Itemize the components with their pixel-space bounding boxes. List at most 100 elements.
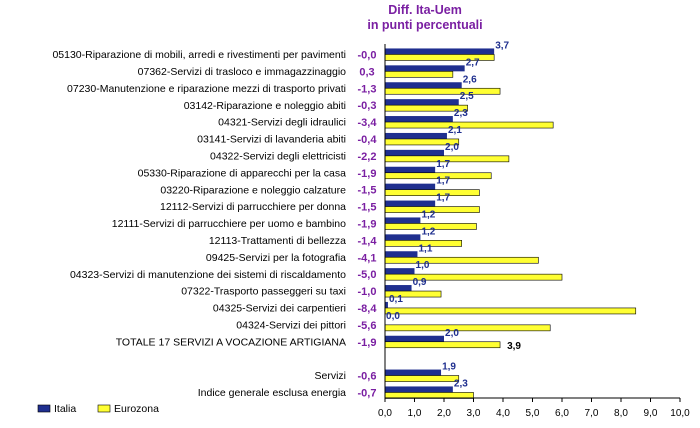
legend: Italia Eurozona: [37, 403, 159, 415]
diff-label: -1,9: [358, 337, 377, 349]
bar-eurozona: [384, 324, 551, 332]
category-label: 03220-Riparazione e noleggio calzature: [160, 184, 346, 196]
value-label-italia: 1,0: [416, 260, 430, 271]
diff-label: -2,2: [358, 151, 377, 163]
x-tick-label: 0,0: [378, 408, 392, 419]
legend-swatch-eurozona: [97, 404, 111, 413]
bar-italia: [385, 251, 418, 258]
category-label: 05330-Riparazione di apparecchi per la c…: [138, 167, 347, 179]
diff-label: -1,3: [358, 83, 377, 95]
category-label: 04323-Servizi di manutenzione dei sistem…: [70, 269, 346, 281]
bar-italia: [385, 99, 459, 106]
value-label-italia: 2,6: [463, 74, 477, 85]
bar-eurozona: [384, 307, 637, 315]
bar-italia: [385, 285, 412, 292]
value-label-italia: 0,1: [389, 294, 403, 305]
x-tick-label: 7,0: [585, 408, 599, 419]
diff-label: -4,1: [358, 252, 377, 264]
category-label: 03141-Servizi di lavanderia abiti: [197, 134, 346, 146]
bar-eurozona: [384, 189, 480, 196]
bar-italia: [385, 234, 421, 241]
bar-italia: [385, 369, 442, 376]
bar-italia: [385, 301, 388, 308]
bar-eurozona: [384, 121, 554, 129]
bar-eurozona: [384, 87, 501, 95]
bar-eurozona: [384, 375, 460, 382]
bar-italia: [385, 65, 465, 72]
value-label-italia: 3,7: [495, 40, 509, 51]
diff-label: -8,4: [358, 303, 378, 315]
bar-eurozona: [384, 341, 501, 349]
bar-italia: [385, 166, 436, 173]
category-label: TOTALE 17 SERVIZI A VOCAZIONE ARTIGIANA: [116, 336, 346, 348]
bar-eurozona: [384, 71, 454, 78]
category-label: 04325-Servizi dei carpentieri: [213, 303, 346, 315]
bar-eurozona: [384, 273, 563, 281]
x-tick-label: 10,0: [670, 408, 690, 419]
diff-label: -0,4: [358, 134, 378, 146]
value-label-eurozona: 3,9: [507, 341, 521, 352]
diff-label: -0,3: [358, 100, 377, 112]
diff-label: -1,0: [358, 286, 377, 298]
bar-italia: [385, 217, 421, 224]
value-labels-group: 3,72,72,62,52,32,12,01,71,71,71,21,21,11…: [386, 40, 521, 389]
x-tick-label: 4,0: [496, 408, 510, 419]
diff-label: -1,5: [358, 185, 377, 197]
bar-italia: [385, 149, 444, 156]
category-label: 04324-Servizi dei pittori: [236, 319, 346, 331]
value-label-italia: 2,7: [466, 57, 480, 68]
bar-italia: [385, 82, 462, 89]
diff-label: -0,7: [358, 387, 377, 399]
value-label-italia: 1,7: [436, 176, 450, 187]
bar-italia: [385, 386, 453, 393]
category-label: 05130-Riparazione di mobili, arredi e ri…: [52, 49, 346, 61]
x-tick-label: 6,0: [555, 408, 569, 419]
category-label: 07322-Trasporto passeggeri su taxi: [181, 286, 346, 298]
legend-swatch-italia: [37, 404, 51, 413]
diff-label: -0,0: [358, 49, 377, 61]
value-label-italia: 2,0: [445, 142, 459, 153]
value-label-italia: 2,3: [454, 378, 468, 389]
bar-italia: [385, 335, 444, 342]
category-label: 04321-Servizi degli idraulici: [218, 117, 346, 129]
diff-label: 0,3: [359, 66, 374, 78]
diff-labels-group: -0,0 0,3 -1,3 -0,3 -3,4 -0,4 -2,2 -1,9 -1,5 -1,5 -…: [358, 49, 378, 399]
value-label-italia: 1,2: [421, 209, 435, 220]
diff-label: -1,9: [358, 218, 377, 230]
category-label: 04322-Servizi degli elettricisti: [210, 150, 346, 162]
value-label-italia: 1,1: [418, 243, 432, 254]
value-label-italia: 2,3: [454, 108, 468, 119]
chart-title-line-1: Diff. Ita-Uem: [388, 3, 462, 17]
value-label-italia: 0,0: [386, 311, 400, 322]
category-label: 07230-Manutenzione e riparazione mezzi d…: [67, 83, 346, 95]
category-label: 12113-Trattamenti di bellezza: [209, 235, 346, 247]
bar-italia: [385, 132, 447, 139]
diff-label: -1,4: [358, 235, 378, 247]
bar-italia: [385, 48, 495, 55]
category-label: 12111-Servizi di parrucchiere per uomo e…: [112, 218, 346, 230]
bar-italia: [385, 116, 453, 123]
value-label-italia: 1,2: [421, 226, 435, 237]
bar-italia: [385, 183, 436, 190]
bar-italia: [385, 200, 436, 207]
value-label-italia: 0,9: [413, 277, 427, 288]
value-label-italia: 1,7: [436, 193, 450, 204]
value-label-italia: 1,7: [436, 159, 450, 170]
diff-label: -0,6: [358, 371, 377, 383]
diff-label: -1,5: [358, 202, 377, 214]
chart-title-line-2: in punti percentuali: [367, 18, 482, 32]
value-label-italia: 2,1: [448, 125, 462, 136]
diff-label: -5,0: [358, 269, 377, 281]
x-tick-label: 9,0: [644, 408, 658, 419]
value-label-italia: 2,5: [460, 91, 474, 102]
value-label-italia: 1,9: [442, 362, 456, 373]
x-tick-label: 3,0: [467, 408, 481, 419]
diff-label: -5,6: [358, 320, 377, 332]
legend-label-eurozona: Eurozona: [114, 403, 159, 415]
x-tick-label: 8,0: [614, 408, 628, 419]
category-label: 12112-Servizi di parrucchiere per donna: [160, 201, 346, 213]
category-label: 03142-Riparazione e noleggio abiti: [184, 100, 346, 112]
category-label: Indice generale esclusa energia: [198, 387, 346, 399]
bar-italia: [385, 268, 415, 275]
